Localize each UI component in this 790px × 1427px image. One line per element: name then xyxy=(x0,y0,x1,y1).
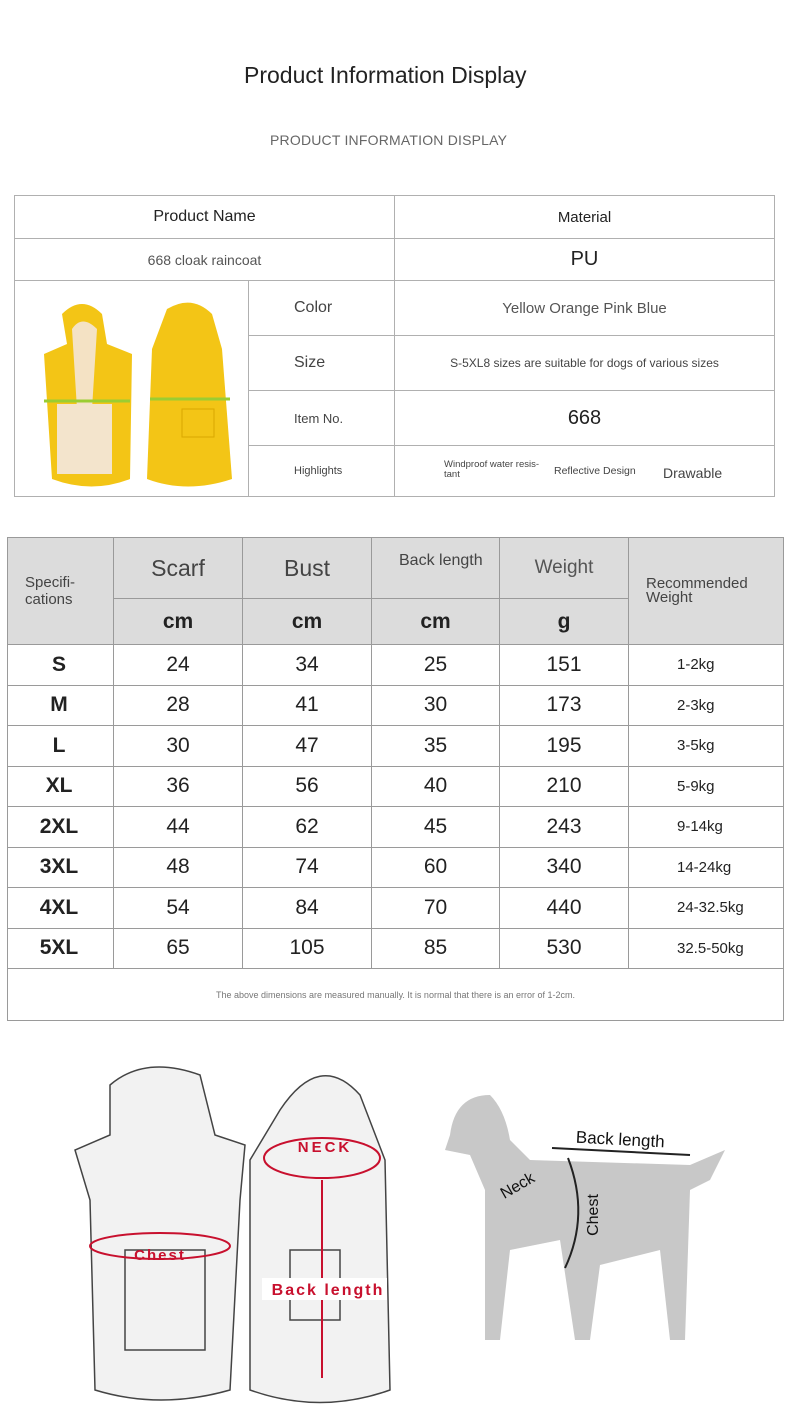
table-cell-weight: 173 xyxy=(499,684,629,726)
dog-chest-label: Chest xyxy=(585,1194,602,1236)
scarf-header: Scarf xyxy=(113,537,243,599)
dog-back-label: Back length xyxy=(575,1128,665,1152)
size-cell: S xyxy=(7,644,114,686)
table-cell-weight: 340 xyxy=(499,846,629,888)
table-cell-bust: 105 xyxy=(242,927,372,969)
back-length-label: Back length xyxy=(272,1282,385,1299)
table-cell-weight: 195 xyxy=(499,725,629,767)
raincoat-back-sketch xyxy=(249,1075,391,1404)
unit-cm: cm xyxy=(371,598,500,645)
size-cell: L xyxy=(7,725,114,767)
table-cell-back: 85 xyxy=(371,927,500,969)
table-cell-back: 35 xyxy=(371,725,500,767)
table-cell-rec: 5-9kg xyxy=(628,765,784,807)
dog-back-line xyxy=(551,1147,691,1156)
size-cell: XL xyxy=(7,765,114,807)
size-cell: 2XL xyxy=(7,806,114,848)
size-cell: 4XL xyxy=(7,887,114,929)
table-cell-bust: 34 xyxy=(242,644,372,686)
table-cell-bust: 47 xyxy=(242,725,372,767)
table-cell-weight: 440 xyxy=(499,887,629,929)
size-cell: 3XL xyxy=(7,846,114,888)
table-cell-scarf: 48 xyxy=(113,846,243,888)
highlight-item: Drawable xyxy=(663,465,723,481)
table-cell-scarf: 44 xyxy=(113,806,243,848)
page-title: Product Information Display xyxy=(244,62,527,88)
table-cell-rec: 32.5-50kg xyxy=(628,927,784,969)
highlights-label: Highlights xyxy=(248,445,395,497)
table-cell-rec: 9-14kg xyxy=(628,806,784,848)
chest-ellipse xyxy=(89,1232,231,1260)
table-cell-back: 45 xyxy=(371,806,500,848)
spec-header: Specifi-cations xyxy=(7,537,114,645)
table-cell-scarf: 36 xyxy=(113,765,243,807)
table-cell-back: 60 xyxy=(371,846,500,888)
material-label: Material xyxy=(394,195,775,239)
neck-label: NECK xyxy=(298,1139,353,1156)
dog-chest-arrow xyxy=(564,1157,580,1269)
table-cell-bust: 74 xyxy=(242,846,372,888)
measurement-diagram: Chest NECK Back length Back length Neck … xyxy=(74,1066,725,1404)
table-cell-weight: 210 xyxy=(499,765,629,807)
weight-header: Weight xyxy=(499,537,629,599)
product-name-value: 668 cloak raincoat xyxy=(14,238,395,281)
size-cell: 5XL xyxy=(7,927,114,969)
product-name-label: Product Name xyxy=(14,195,395,239)
unit-cm: cm xyxy=(242,598,372,645)
table-cell-weight: 243 xyxy=(499,806,629,848)
table-cell-rec: 14-24kg xyxy=(628,846,784,888)
item-no-value: 668 xyxy=(394,390,775,446)
table-cell-bust: 84 xyxy=(242,887,372,929)
table-cell-back: 25 xyxy=(371,644,500,686)
item-no-label: Item No. xyxy=(248,390,395,446)
table-cell-scarf: 30 xyxy=(113,725,243,767)
neck-ellipse xyxy=(263,1137,381,1179)
material-value: PU xyxy=(394,238,775,281)
bust-header: Bust xyxy=(242,537,372,599)
table-cell-weight: 151 xyxy=(499,644,629,686)
unit-cm: cm xyxy=(113,598,243,645)
size-cell: M xyxy=(7,684,114,726)
table-cell-scarf: 65 xyxy=(113,927,243,969)
chest-label: Chest xyxy=(134,1247,186,1264)
table-cell-back: 40 xyxy=(371,765,500,807)
page-subtitle: PRODUCT INFORMATION DISPLAY xyxy=(270,132,508,148)
table-cell-bust: 56 xyxy=(242,765,372,807)
table-cell-bust: 41 xyxy=(242,684,372,726)
color-label: Color xyxy=(248,280,395,336)
back-length-header: Back length xyxy=(371,537,500,599)
table-cell-scarf: 28 xyxy=(113,684,243,726)
table-cell-back: 70 xyxy=(371,887,500,929)
table-cell-weight: 530 xyxy=(499,927,629,969)
color-value: Yellow Orange Pink Blue xyxy=(394,280,775,336)
table-cell-scarf: 24 xyxy=(113,644,243,686)
table-cell-rec: 3-5kg xyxy=(628,725,784,767)
table-cell-rec: 24-32.5kg xyxy=(628,887,784,929)
table-cell-back: 30 xyxy=(371,684,500,726)
size-value: S-5XL8 sizes are suitable for dogs of va… xyxy=(394,335,775,391)
table-cell-rec: 2-3kg xyxy=(628,684,784,726)
recommended-weight-header: Recommended Weight xyxy=(628,537,784,645)
table-cell-rec: 1-2kg xyxy=(628,644,784,686)
table-cell-bust: 62 xyxy=(242,806,372,848)
product-image xyxy=(14,280,249,497)
highlight-item: Reflective Design xyxy=(554,465,636,477)
size-label: Size xyxy=(248,335,395,391)
measurement-note: The above dimensions are measured manual… xyxy=(7,968,784,1021)
dog-silhouette xyxy=(445,1095,725,1340)
table-cell-scarf: 54 xyxy=(113,887,243,929)
unit-g: g xyxy=(499,598,629,645)
highlight-item: Windproof water resis-tant xyxy=(444,459,540,480)
